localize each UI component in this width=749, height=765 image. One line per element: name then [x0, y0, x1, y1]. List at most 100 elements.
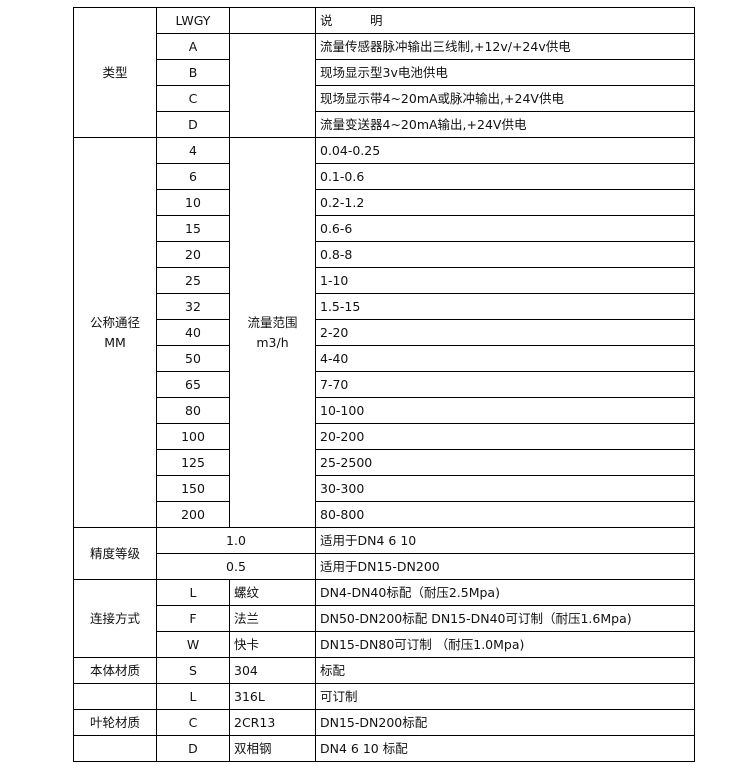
- connection-row: F 法兰 DN50-DN200标配 DN15-DN40可订制（耐压1.6Mpa): [74, 605, 695, 632]
- flow-range-value: 0.1-0.6: [315, 163, 695, 190]
- diameter-row: 20 0.8-8: [74, 241, 695, 268]
- diameter-value: 15: [156, 215, 230, 242]
- body-material-label: 本体材质: [73, 657, 157, 684]
- diameter-label-line1: 公称通径: [89, 314, 140, 330]
- type-description: 现场显示带4~20mA或脉冲输出,+24V供电: [315, 85, 695, 112]
- type-description: 流量变送器4~20mA输出,+24V供电: [315, 111, 695, 138]
- accuracy-label: 精度等级: [73, 527, 157, 580]
- flow-range-value: 0.6-6: [315, 215, 695, 242]
- accuracy-grade: 0.5: [156, 553, 316, 580]
- diameter-value: 150: [156, 475, 230, 502]
- description-header: 说 明: [315, 7, 695, 34]
- diameter-value: 4: [156, 137, 230, 164]
- diameter-row: 65 7-70: [74, 371, 695, 398]
- material-description: 标配: [315, 657, 695, 684]
- connection-code: L: [156, 579, 230, 606]
- material-name: 316L: [229, 683, 316, 710]
- flow-range-value: 4-40: [315, 345, 695, 372]
- diameter-row: 6 0.1-0.6: [74, 163, 695, 190]
- diameter-value: 100: [156, 423, 230, 450]
- diameter-value: 50: [156, 345, 230, 372]
- diameter-value: 32: [156, 293, 230, 320]
- body-material-row: 本体材质 S 304 标配: [73, 657, 695, 684]
- connection-label: 连接方式: [73, 579, 157, 658]
- diameter-label-line2: MM: [104, 334, 126, 350]
- diameter-row: 10 0.2-1.2: [74, 189, 695, 216]
- material-description: DN15-DN200标配: [315, 709, 695, 736]
- flow-range-value: 1.5-15: [315, 293, 695, 320]
- material-description: DN4 6 10 标配: [315, 735, 695, 762]
- diameter-value: 200: [156, 501, 230, 528]
- material-name: 双相钢: [229, 735, 316, 762]
- connection-name: 法兰: [229, 605, 316, 632]
- diameter-row: 100 20-200: [74, 423, 695, 450]
- accuracy-grade: 1.0: [156, 527, 316, 554]
- diameter-row: 公称通径 MM 4 流量范围 m3/h 0.04-0.25: [73, 137, 695, 528]
- impeller-material-row: 叶轮材质 C 2CR13 DN15-DN200标配: [73, 709, 695, 736]
- flow-range-value: 25-2500: [315, 449, 695, 476]
- connection-description: DN15-DN80可订制 （耐压1.0Mpa): [315, 631, 695, 658]
- diameter-value: 125: [156, 449, 230, 476]
- flow-range-value: 1-10: [315, 267, 695, 294]
- body-material-row: L 316L 可订制: [73, 683, 695, 710]
- connection-description: DN50-DN200标配 DN15-DN40可订制（耐压1.6Mpa): [315, 605, 695, 632]
- material-code: C: [156, 709, 230, 736]
- empty-cell: [73, 735, 157, 762]
- diameter-label: 公称通径 MM: [73, 137, 157, 528]
- flow-range-value: 0.04-0.25: [315, 137, 695, 164]
- accuracy-description: 适用于DN4 6 10: [315, 527, 695, 554]
- flow-range-value: 0.8-8: [315, 241, 695, 268]
- diameter-value: 25: [156, 267, 230, 294]
- flow-range-value: 7-70: [315, 371, 695, 398]
- spec-table: 类型 LWGY 说 明 A 流量传感器脉冲输出三线制,+12v/+24v供电 B 现场…: [73, 7, 695, 762]
- type-description: 流量传感器脉冲输出三线制,+12v/+24v供电: [315, 33, 695, 60]
- accuracy-description: 适用于DN15-DN200: [315, 553, 695, 580]
- type-label: 类型: [73, 7, 157, 138]
- diameter-value: 65: [156, 371, 230, 398]
- diameter-row: 40 2-20: [74, 319, 695, 346]
- empty-cell: [73, 683, 157, 710]
- material-name: 304: [229, 657, 316, 684]
- flow-range-value: 10-100: [315, 397, 695, 424]
- flow-range-value: 30-300: [315, 475, 695, 502]
- model-code: LWGY: [156, 7, 230, 34]
- diameter-row: 200 80-800: [74, 501, 695, 528]
- diameter-row: 50 4-40: [74, 345, 695, 372]
- empty-cell: [229, 7, 316, 34]
- type-row: C 现场显示带4~20mA或脉冲输出,+24V供电: [74, 85, 695, 112]
- header-row: 类型 LWGY 说 明: [73, 7, 695, 138]
- material-code: L: [156, 683, 230, 710]
- connection-code: W: [156, 631, 230, 658]
- flow-range-value: 0.2-1.2: [315, 189, 695, 216]
- diameter-value: 20: [156, 241, 230, 268]
- connection-row: 连接方式 L 螺纹 DN4-DN40标配（耐压2.5Mpa): [73, 579, 695, 658]
- diameter-row: 150 30-300: [74, 475, 695, 502]
- connection-name: 快卡: [229, 631, 316, 658]
- material-description: 可订制: [315, 683, 695, 710]
- flow-range-value: 2-20: [315, 319, 695, 346]
- flow-range-value: 80-800: [315, 501, 695, 528]
- connection-name: 螺纹: [229, 579, 316, 606]
- diameter-row: 80 10-100: [74, 397, 695, 424]
- flow-range-value: 20-200: [315, 423, 695, 450]
- material-code: S: [156, 657, 230, 684]
- impeller-material-label: 叶轮材质: [73, 709, 157, 736]
- accuracy-row: 精度等级 1.0 适用于DN4 6 10: [73, 527, 695, 580]
- diameter-row: 15 0.6-6: [74, 215, 695, 242]
- connection-description: DN4-DN40标配（耐压2.5Mpa): [315, 579, 695, 606]
- type-code: D: [156, 111, 230, 138]
- impeller-material-row: D 双相钢 DN4 6 10 标配: [73, 735, 695, 762]
- connection-code: F: [156, 605, 230, 632]
- type-row: A 流量传感器脉冲输出三线制,+12v/+24v供电: [74, 33, 695, 138]
- diameter-row: 32 1.5-15: [74, 293, 695, 320]
- diameter-row: 125 25-2500: [74, 449, 695, 476]
- type-code: C: [156, 85, 230, 112]
- type-row: D 流量变送器4~20mA输出,+24V供电: [74, 111, 695, 138]
- flow-range-label: 流量范围 m3/h: [229, 137, 316, 528]
- diameter-value: 6: [156, 163, 230, 190]
- diameter-value: 40: [156, 319, 230, 346]
- type-code: A: [156, 33, 230, 60]
- diameter-value: 10: [156, 189, 230, 216]
- type-row: B 现场显示型3v电池供电: [74, 59, 695, 86]
- flow-range-unit: m3/h: [256, 334, 289, 350]
